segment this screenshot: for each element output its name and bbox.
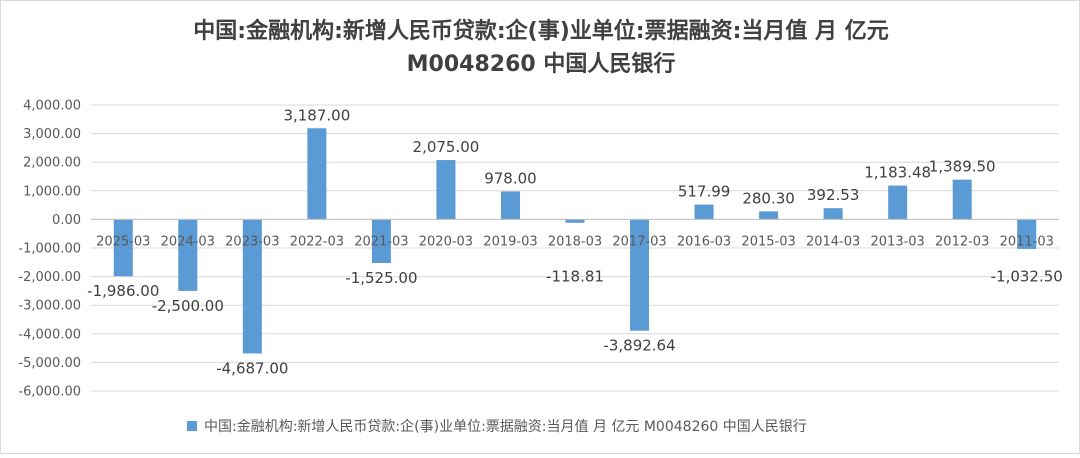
- x-axis: 2025-03 2024-03 2023-03 2022-03 2021-03 2020-…: [91, 218, 1059, 249]
- data-label: -3,892.64: [603, 337, 675, 355]
- bar[interactable]: [1017, 219, 1037, 249]
- x-tick-label: 2022-03: [290, 234, 344, 249]
- x-tick-label: 2016-03: [677, 234, 731, 249]
- x-tick-label: 2019-03: [483, 234, 537, 249]
- legend-label: 中国:金融机构:新增人民币贷款:企(事)业单位:票据融资:当月值 月 亿元 M0…: [204, 418, 807, 435]
- y-tick-label: -3,000.00: [18, 299, 81, 314]
- bar[interactable]: [307, 128, 327, 220]
- chart-title-line-1: 中国:金融机构:新增人民币贷款:企(事)业单位:票据融资:当月值 月 亿元: [193, 18, 888, 44]
- y-tick-label: 1,000.00: [23, 184, 81, 199]
- data-label: -118.81: [546, 267, 604, 285]
- bar[interactable]: [823, 208, 843, 220]
- bar[interactable]: [242, 219, 262, 354]
- legend[interactable]: 中国:金融机构:新增人民币贷款:企(事)业单位:票据融资:当月值 月 亿元 M0…: [187, 418, 807, 435]
- data-label: -1,032.50: [991, 267, 1063, 285]
- x-tick-label: 2020-03: [419, 234, 473, 249]
- bar[interactable]: [888, 185, 908, 220]
- data-label: -1,986.00: [87, 282, 159, 300]
- data-label: -4,687.00: [216, 359, 288, 377]
- x-tick-label: 2011-03: [1000, 234, 1054, 249]
- y-tick-label: 3,000.00: [23, 127, 81, 142]
- data-label: 3,187.00: [283, 106, 350, 124]
- y-tick-label: -4,000.00: [18, 327, 81, 342]
- data-label: 392.53: [807, 186, 860, 204]
- data-labels: -1,986.00-2,500.00 -4,687.00 3,187.00 -1,52…: [87, 106, 1063, 377]
- data-label: 978.00: [484, 169, 537, 187]
- bar[interactable]: [500, 191, 520, 220]
- data-label: 1,389.50: [929, 158, 996, 176]
- data-label: 2,075.00: [413, 138, 480, 156]
- bar[interactable]: [178, 219, 198, 291]
- bar[interactable]: [759, 211, 779, 220]
- data-label: 280.30: [742, 189, 795, 207]
- y-tick-label: 4,000.00: [23, 99, 81, 114]
- y-tick-label: 2,000.00: [23, 156, 81, 171]
- y-tick-label: -2,000.00: [18, 270, 81, 285]
- data-label: 517.99: [678, 183, 731, 201]
- x-tick-label: 2024-03: [161, 234, 215, 249]
- y-tick-label: -5,000.00: [18, 356, 81, 371]
- x-tick-label: 2015-03: [741, 234, 795, 249]
- data-label: 1,183.48: [864, 164, 931, 182]
- x-tick-label: 2013-03: [871, 234, 925, 249]
- x-tick-label: 2023-03: [225, 234, 279, 249]
- x-tick-label: 2021-03: [354, 234, 408, 249]
- x-tick-label: 2018-03: [548, 234, 602, 249]
- y-axis: 4,000.00 3,000.00 2,000.00 1,000.00 0.00 -1,0…: [18, 99, 81, 400]
- y-tick-label: -1,000.00: [18, 242, 81, 257]
- legend-swatch: [187, 421, 197, 431]
- bar[interactable]: [630, 219, 650, 331]
- data-label: -2,500.00: [152, 297, 224, 315]
- bar[interactable]: [565, 219, 585, 223]
- chart-title: 中国:金融机构:新增人民币贷款:企(事)业单位:票据融资:当月值 月 亿元 M0…: [193, 18, 888, 77]
- bar[interactable]: [371, 219, 391, 264]
- bar[interactable]: [694, 204, 714, 220]
- x-tick-label: 2012-03: [935, 234, 989, 249]
- y-tick-label: 0.00: [52, 213, 81, 228]
- chart-title-line-2: M0048260 中国人民银行: [407, 51, 676, 77]
- y-tick-label: -6,000.00: [18, 385, 81, 400]
- data-label: -1,525.00: [345, 269, 417, 287]
- bar[interactable]: [952, 179, 972, 220]
- bar[interactable]: [113, 219, 133, 277]
- x-tick-label: 2014-03: [806, 234, 860, 249]
- x-tick-label: 2017-03: [612, 234, 666, 249]
- bars: [113, 128, 1037, 354]
- bar[interactable]: [436, 160, 456, 220]
- x-tick-label: 2025-03: [96, 234, 150, 249]
